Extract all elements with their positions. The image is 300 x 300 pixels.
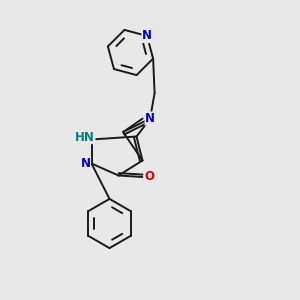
Text: O: O (144, 170, 154, 184)
Text: N: N (142, 29, 152, 43)
Text: HN: HN (75, 130, 95, 144)
Text: N: N (80, 157, 91, 170)
Text: N: N (145, 112, 155, 125)
